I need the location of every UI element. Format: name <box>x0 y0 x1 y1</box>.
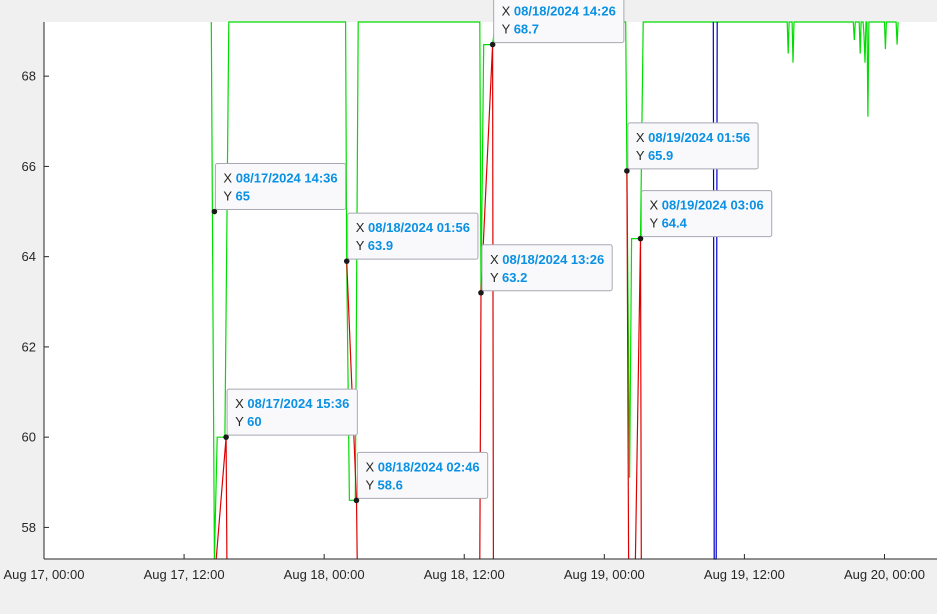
datatip-marker <box>489 41 496 48</box>
datatip-y-value: 63.9 <box>368 238 393 253</box>
datatip: X 08/19/2024 01:56Y 65.9 <box>624 122 759 174</box>
datatip-box <box>356 451 489 499</box>
datatip-x-key: X <box>636 130 648 145</box>
datatip: X 08/18/2024 02:46Y 58.6 <box>353 451 489 504</box>
datatip-x-value: 08/18/2024 01:56 <box>368 220 470 235</box>
datatip-box <box>214 163 347 211</box>
x-tick-label: Aug 17, 00:00 <box>4 567 85 582</box>
datatip-marker <box>343 258 350 264</box>
datatip: X 08/17/2024 15:36Y 60 <box>223 388 358 440</box>
x-tick-label: Aug 18, 00:00 <box>284 567 365 582</box>
datatip: X 08/19/2024 03:06Y 64.4 <box>637 190 773 242</box>
datatip-y-key: Y <box>223 189 235 204</box>
datatip-y-key: Y <box>650 216 662 231</box>
datatip-y-line: Y 60 <box>235 414 262 429</box>
datatip-y-line: Y 65 <box>223 189 250 204</box>
datatip-y-key: Y <box>365 477 377 492</box>
datatip-marker <box>223 434 229 440</box>
datatip-y-line: Y 63.9 <box>356 238 393 253</box>
y-tick-label: 60 <box>22 430 36 445</box>
datatip-marker <box>637 235 644 242</box>
y-tick-label: 64 <box>22 249 36 264</box>
datatip: X 08/18/2024 14:26Y 68.7 <box>489 0 625 48</box>
x-tick-label: Aug 19, 00:00 <box>564 567 645 582</box>
x-tick-label: Aug 19, 12:00 <box>704 567 785 582</box>
datatip-y-value: 60 <box>247 414 261 429</box>
datatip-x-line: X 08/18/2024 14:26 <box>502 4 616 19</box>
x-tick-label: Aug 18, 12:00 <box>424 567 505 582</box>
datatip-box <box>627 122 759 170</box>
y-tick-label: 68 <box>22 69 36 84</box>
datatip-y-key: Y <box>502 22 514 37</box>
series-line <box>626 170 630 560</box>
datatips-layer: X 08/17/2024 14:36Y 65X 08/17/2024 15:36… <box>211 0 773 504</box>
datatip-y-line: Y 64.4 <box>650 216 688 231</box>
y-tick-label: 58 <box>22 520 36 535</box>
datatip-x-value: 08/17/2024 14:36 <box>236 171 338 186</box>
datatip: X 08/17/2024 14:36Y 65 <box>211 163 347 215</box>
datatip-x-value: 08/19/2024 01:56 <box>648 130 750 145</box>
datatip-x-value: 08/18/2024 13:26 <box>502 252 604 267</box>
datatip-y-value: 63.2 <box>502 270 527 285</box>
datatip-x-line: X 08/18/2024 02:46 <box>365 459 479 474</box>
datatip-x-value: 08/18/2024 14:26 <box>514 4 616 19</box>
datatip-y-value: 58.6 <box>378 477 403 492</box>
y-tick-label: 66 <box>22 159 36 174</box>
datatip-y-line: Y 65.9 <box>636 148 673 163</box>
datatip-x-key: X <box>223 171 235 186</box>
datatip-box <box>226 388 358 436</box>
x-tick-label: Aug 20, 00:00 <box>844 567 925 582</box>
datatip-x-value: 08/18/2024 02:46 <box>378 459 480 474</box>
datatip-y-value: 65.9 <box>648 148 673 163</box>
x-tick-label: Aug 17, 12:00 <box>144 567 225 582</box>
datatip-box <box>347 212 479 260</box>
datatip-x-value: 08/17/2024 15:36 <box>247 396 349 411</box>
y-tick-label: 62 <box>22 339 36 354</box>
datatip-x-key: X <box>490 252 502 267</box>
datatip-x-line: X 08/17/2024 15:36 <box>235 396 349 411</box>
datatip-marker <box>211 208 218 215</box>
datatip-x-value: 08/19/2024 03:06 <box>662 198 764 213</box>
datatip: X 08/18/2024 13:26Y 63.2 <box>478 244 613 296</box>
datatip-x-line: X 08/18/2024 13:26 <box>490 252 604 267</box>
datatip-marker <box>478 289 484 296</box>
datatip-y-value: 68.7 <box>514 22 539 37</box>
datatip-y-value: 65 <box>235 189 249 204</box>
datatip-x-key: X <box>502 4 514 19</box>
datatip-marker <box>353 497 360 504</box>
datatip-x-key: X <box>356 220 368 235</box>
datatip-x-line: X 08/19/2024 01:56 <box>636 130 750 145</box>
series-line <box>479 44 494 560</box>
datatip-box <box>481 244 613 292</box>
datatip-x-key: X <box>235 396 247 411</box>
datatip-x-line: X 08/17/2024 14:36 <box>223 171 337 186</box>
datatip-box <box>493 0 625 44</box>
datatip-marker <box>624 168 630 174</box>
datatip-y-value: 64.4 <box>662 216 688 231</box>
datatip-x-line: X 08/19/2024 03:06 <box>650 198 764 213</box>
axes-layer: 58 60 62 64 66 68 Aug 17, 00:00 Aug 17, 12:00 Au… <box>4 22 937 582</box>
datatip-y-key: Y <box>490 270 502 285</box>
datatip-y-key: Y <box>636 148 648 163</box>
datatip-x-line: X 08/18/2024 01:56 <box>356 220 470 235</box>
datatip-y-key: Y <box>356 238 368 253</box>
datatip: X 08/18/2024 01:56Y 63.9 <box>343 212 479 264</box>
datatip-y-line: Y 58.6 <box>365 477 402 492</box>
datatip-box <box>641 190 773 238</box>
datatip-y-line: Y 63.2 <box>490 270 527 285</box>
datatip-x-key: X <box>650 198 662 213</box>
datatip-y-key: Y <box>235 414 247 429</box>
datatip-x-key: X <box>365 459 377 474</box>
datatip-y-line: Y 68.7 <box>502 22 539 37</box>
